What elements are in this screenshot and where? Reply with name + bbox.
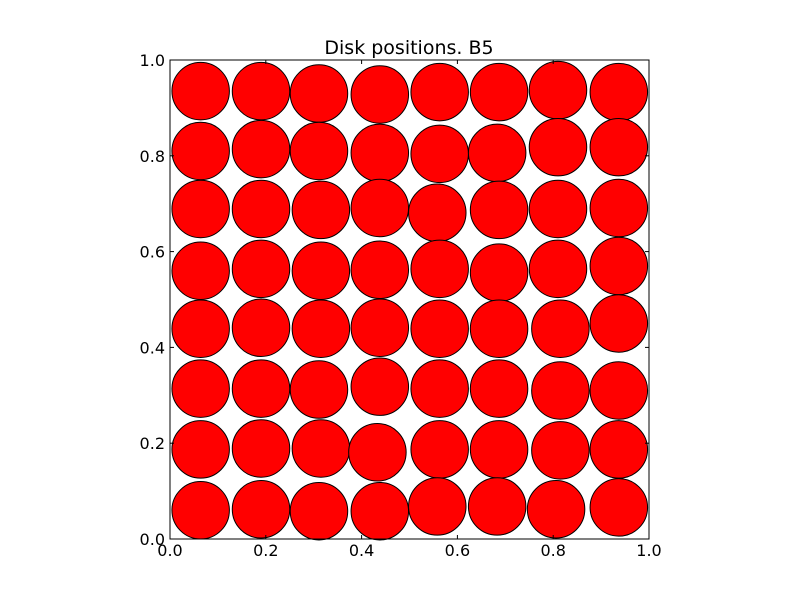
disk-2	[289, 64, 349, 123]
disk-33	[231, 298, 291, 358]
disk-19	[350, 178, 410, 238]
disk-40	[171, 359, 230, 418]
disk-43	[350, 357, 410, 416]
plot-frame	[169, 59, 650, 540]
disk-58	[289, 481, 349, 541]
disk-25	[231, 239, 291, 299]
disk-1	[231, 61, 291, 121]
disk-35	[350, 298, 410, 358]
disk-8	[171, 121, 230, 181]
disk-41	[231, 359, 291, 418]
y-tick-label-3: 0.6	[140, 243, 165, 262]
disk-18	[291, 180, 351, 240]
disk-9	[231, 119, 291, 179]
disk-3	[350, 65, 410, 124]
x-tick-label-5: 1.0	[636, 541, 661, 560]
disk-48	[171, 420, 230, 479]
x-tick-label-0: 0.0	[157, 541, 182, 560]
disk-12	[410, 124, 469, 184]
disk-34	[291, 299, 351, 358]
disk-52	[410, 420, 469, 479]
disk-32	[171, 299, 230, 358]
disk-14	[528, 117, 588, 177]
disk-46	[531, 361, 590, 420]
y-tick-label-5: 1.0	[140, 51, 165, 70]
disk-39	[589, 294, 649, 353]
disk-5	[469, 62, 529, 122]
disk-0	[171, 61, 230, 121]
disk-38	[531, 299, 590, 358]
disk-26	[291, 241, 351, 301]
disk-layer	[171, 60, 649, 541]
disk-13	[467, 123, 527, 183]
disk-53	[469, 420, 529, 479]
disk-15	[589, 117, 649, 177]
disk-36	[410, 299, 469, 358]
disk-57	[231, 480, 291, 539]
disk-60	[408, 477, 467, 536]
disk-59	[350, 481, 410, 541]
y-tick-label-2: 0.4	[140, 338, 165, 357]
disk-6	[528, 60, 588, 120]
disk-31	[589, 236, 649, 296]
disk-44	[410, 359, 469, 418]
disk-62	[526, 480, 586, 539]
disk-50	[291, 419, 351, 478]
disk-22	[528, 179, 588, 239]
disk-54	[531, 421, 590, 480]
y-tick-label-0: 0.0	[140, 530, 165, 549]
disk-45	[469, 359, 529, 418]
x-tick-label-1: 0.2	[253, 541, 278, 560]
disk-10	[289, 121, 349, 181]
x-tick-label-3: 0.6	[445, 541, 470, 560]
y-tick-label-1: 0.2	[140, 434, 165, 453]
disk-24	[171, 241, 230, 301]
disk-23	[589, 178, 649, 238]
disk-7	[589, 62, 649, 122]
disk-37	[469, 299, 529, 358]
disk-30	[528, 239, 588, 299]
disk-20	[408, 183, 467, 243]
disk-55	[589, 420, 649, 479]
disk-11	[350, 123, 410, 183]
disk-61	[467, 477, 527, 536]
disk-49	[231, 419, 291, 478]
disk-51	[348, 423, 407, 482]
x-tick-label-2: 0.4	[349, 541, 374, 560]
disk-17	[231, 179, 291, 239]
disk-27	[350, 240, 410, 300]
disk-29	[469, 243, 529, 302]
disk-28	[410, 239, 469, 299]
tick-layer: 0.0 0.2 0.4 0.6 0.8 1.0 0.0 0.2 0.4 0.6 0.8 1.0	[140, 51, 662, 560]
disk-42	[289, 360, 349, 419]
disk-21	[469, 180, 529, 240]
disk-63	[589, 478, 649, 537]
y-tick-label-4: 0.8	[140, 147, 165, 166]
disk-56	[171, 481, 230, 540]
x-tick-label-4: 0.8	[540, 541, 565, 560]
disk-4	[410, 62, 469, 122]
chart-title: Disk positions. B5	[324, 37, 493, 59]
disk-16	[171, 179, 230, 239]
disk-47	[589, 361, 649, 420]
